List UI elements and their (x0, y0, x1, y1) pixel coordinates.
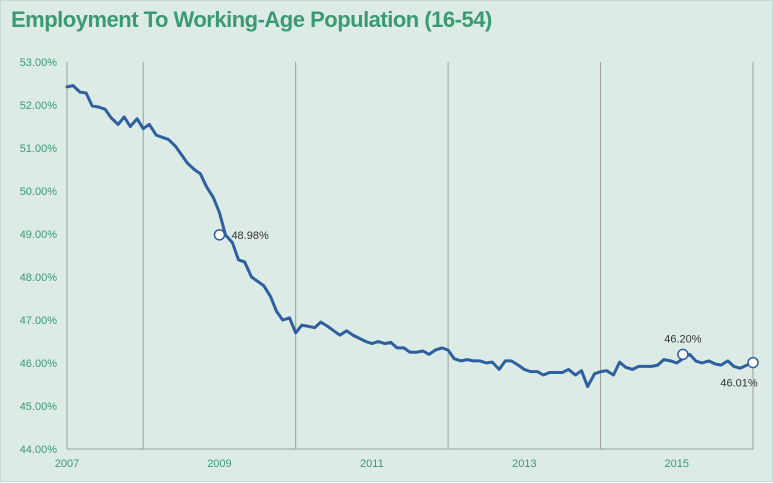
y-tick-label: 52.00% (20, 100, 58, 112)
x-tick-label: 2013 (512, 458, 536, 470)
data-label: 46.20% (664, 333, 702, 345)
y-tick-label: 51.00% (20, 143, 58, 155)
y-tick-label: 49.00% (20, 229, 58, 241)
y-tick-label: 44.00% (20, 444, 58, 456)
x-tick-label: 2009 (207, 458, 231, 470)
chart-title: Employment To Working-Age Population (16… (11, 7, 492, 32)
x-tick-label: 2007 (55, 458, 79, 470)
y-tick-label: 50.00% (20, 186, 58, 198)
series-line (65, 84, 755, 389)
data-point-marker (213, 229, 226, 241)
data-label: 48.98% (231, 230, 269, 242)
y-tick-label: 47.00% (20, 315, 58, 327)
x-tick-label: 2015 (665, 458, 689, 470)
x-tick-label: 2011 (360, 458, 384, 470)
data-point-marker (677, 348, 689, 361)
y-tick-label: 45.00% (20, 401, 58, 413)
y-tick-label: 53.00% (20, 57, 58, 69)
y-tick-label: 48.00% (20, 272, 58, 284)
data-label: 46.01% (720, 378, 758, 390)
y-tick-label: 46.00% (20, 358, 58, 370)
data-point-marker (747, 356, 759, 369)
